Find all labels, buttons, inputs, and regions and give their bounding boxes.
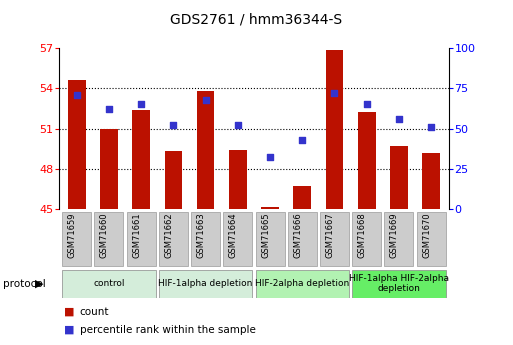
Bar: [223, 211, 252, 266]
Text: GSM71666: GSM71666: [293, 212, 302, 258]
Text: GSM71660: GSM71660: [100, 212, 109, 258]
Text: GSM71662: GSM71662: [164, 212, 173, 258]
Text: GSM71663: GSM71663: [196, 212, 206, 258]
Point: [427, 124, 435, 130]
Point: [137, 102, 145, 107]
Bar: [384, 211, 413, 266]
Bar: [288, 211, 317, 266]
Bar: [191, 211, 220, 266]
Bar: [127, 211, 155, 266]
Bar: [358, 112, 376, 209]
Bar: [165, 151, 182, 209]
Bar: [293, 186, 311, 209]
Point: [202, 97, 210, 102]
Point: [266, 155, 274, 160]
Text: ▶: ▶: [35, 279, 44, 289]
Text: GSM71661: GSM71661: [132, 212, 141, 258]
Bar: [422, 152, 440, 209]
Bar: [100, 129, 118, 209]
Text: GSM71669: GSM71669: [390, 212, 399, 258]
Point: [395, 116, 403, 122]
Text: HIF-1alpha HIF-2alpha
depletion: HIF-1alpha HIF-2alpha depletion: [349, 274, 449, 294]
Bar: [94, 211, 124, 266]
Bar: [352, 270, 446, 297]
Text: ■: ■: [64, 325, 74, 335]
Point: [169, 122, 177, 128]
Bar: [68, 80, 86, 209]
Bar: [197, 91, 214, 209]
Text: GSM71664: GSM71664: [229, 212, 238, 258]
Point: [363, 102, 371, 107]
Text: GSM71659: GSM71659: [68, 212, 77, 258]
Text: ■: ■: [64, 307, 74, 317]
Point: [234, 122, 242, 128]
Text: GSM71670: GSM71670: [422, 212, 431, 258]
Text: HIF-1alpha depletion: HIF-1alpha depletion: [159, 279, 253, 288]
Bar: [159, 270, 252, 297]
Bar: [320, 211, 349, 266]
Point: [105, 107, 113, 112]
Bar: [326, 50, 343, 209]
Bar: [417, 211, 446, 266]
Point: [330, 90, 339, 96]
Text: GSM71665: GSM71665: [261, 212, 270, 258]
Bar: [159, 211, 188, 266]
Bar: [390, 146, 408, 209]
Bar: [62, 270, 155, 297]
Text: control: control: [93, 279, 125, 288]
Point: [298, 137, 306, 142]
Bar: [132, 110, 150, 209]
Text: GDS2761 / hmm36344-S: GDS2761 / hmm36344-S: [170, 12, 343, 26]
Bar: [352, 211, 381, 266]
Text: GSM71668: GSM71668: [358, 212, 367, 258]
Text: percentile rank within the sample: percentile rank within the sample: [80, 325, 255, 335]
Bar: [261, 207, 279, 209]
Bar: [255, 270, 349, 297]
Bar: [255, 211, 285, 266]
Point: [73, 92, 81, 98]
Text: GSM71667: GSM71667: [325, 212, 334, 258]
Text: HIF-2alpha depletion: HIF-2alpha depletion: [255, 279, 349, 288]
Bar: [229, 150, 247, 209]
Text: protocol: protocol: [3, 279, 45, 289]
Text: count: count: [80, 307, 109, 317]
Bar: [62, 211, 91, 266]
